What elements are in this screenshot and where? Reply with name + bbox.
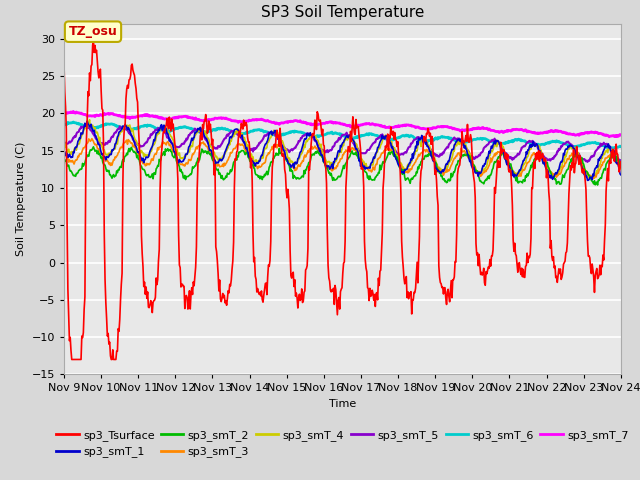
sp3_smT_1 xyxy=(185,144,193,150)
sp3_smT_6 xyxy=(428,137,435,143)
sp3_smT_5 xyxy=(617,157,625,163)
sp3_smT_5 xyxy=(128,134,136,140)
sp3_smT_2 xyxy=(90,144,97,150)
sp3_smT_2 xyxy=(128,147,136,153)
sp3_smT_7 xyxy=(214,115,222,121)
sp3_smT_5 xyxy=(70,135,78,141)
sp3_smT_6 xyxy=(70,119,77,125)
Line: sp3_smT_6: sp3_smT_6 xyxy=(64,122,621,148)
sp3_smT_4 xyxy=(428,149,435,155)
Title: SP3 Soil Temperature: SP3 Soil Temperature xyxy=(260,5,424,20)
sp3_smT_4 xyxy=(617,165,625,170)
sp3_smT_1 xyxy=(128,134,136,140)
sp3_smT_5 xyxy=(584,159,591,165)
sp3_Tsurface xyxy=(428,133,436,139)
sp3_smT_7 xyxy=(185,115,193,120)
sp3_smT_5 xyxy=(214,143,222,149)
sp3_smT_3 xyxy=(185,156,193,162)
sp3_Tsurface xyxy=(68,357,76,362)
sp3_smT_6 xyxy=(128,126,136,132)
sp3_smT_7 xyxy=(605,134,613,140)
Line: sp3_smT_1: sp3_smT_1 xyxy=(64,121,621,180)
Y-axis label: Soil Temperature (C): Soil Temperature (C) xyxy=(16,142,26,256)
sp3_smT_6 xyxy=(214,126,222,132)
sp3_smT_7 xyxy=(411,124,419,130)
Line: sp3_smT_2: sp3_smT_2 xyxy=(64,147,621,185)
sp3_Tsurface xyxy=(60,62,68,68)
sp3_smT_3 xyxy=(128,140,136,146)
sp3_smT_4 xyxy=(185,146,193,152)
sp3_smT_2 xyxy=(185,173,193,179)
sp3_smT_1 xyxy=(60,149,68,155)
sp3_smT_7 xyxy=(428,126,435,132)
sp3_smT_5 xyxy=(428,147,435,153)
sp3_smT_3 xyxy=(88,136,96,142)
Line: sp3_smT_5: sp3_smT_5 xyxy=(64,125,621,162)
sp3_Tsurface xyxy=(90,38,97,44)
sp3_smT_1 xyxy=(428,153,435,159)
sp3_smT_2 xyxy=(428,149,435,155)
sp3_smT_2 xyxy=(214,166,222,172)
sp3_smT_4 xyxy=(549,176,557,182)
sp3_smT_4 xyxy=(86,117,93,122)
sp3_smT_1 xyxy=(617,172,625,178)
sp3_smT_3 xyxy=(70,161,78,167)
sp3_smT_1 xyxy=(584,178,591,183)
sp3_smT_6 xyxy=(185,125,193,131)
sp3_smT_2 xyxy=(594,182,602,188)
sp3_smT_7 xyxy=(617,132,625,138)
sp3_smT_4 xyxy=(60,136,68,142)
sp3_smT_1 xyxy=(411,148,419,154)
Line: sp3_smT_3: sp3_smT_3 xyxy=(64,139,621,179)
sp3_smT_3 xyxy=(60,148,68,154)
sp3_Tsurface xyxy=(215,288,223,294)
sp3_smT_5 xyxy=(60,139,68,145)
sp3_smT_6 xyxy=(617,144,625,149)
sp3_smT_1 xyxy=(214,160,222,166)
X-axis label: Time: Time xyxy=(329,399,356,409)
sp3_smT_6 xyxy=(606,145,614,151)
sp3_smT_4 xyxy=(70,147,78,153)
sp3_smT_4 xyxy=(128,126,136,132)
sp3_smT_1 xyxy=(70,150,78,156)
sp3_smT_5 xyxy=(411,137,419,143)
sp3_smT_2 xyxy=(70,173,78,179)
Legend: sp3_Tsurface, sp3_smT_1, sp3_smT_2, sp3_smT_3, sp3_smT_4, sp3_smT_5, sp3_smT_6, : sp3_Tsurface, sp3_smT_1, sp3_smT_2, sp3_… xyxy=(52,425,633,462)
Line: sp3_smT_4: sp3_smT_4 xyxy=(64,120,621,179)
sp3_smT_2 xyxy=(60,158,68,164)
sp3_Tsurface xyxy=(617,159,625,165)
sp3_smT_1 xyxy=(83,118,91,124)
sp3_smT_7 xyxy=(71,110,79,116)
Line: sp3_Tsurface: sp3_Tsurface xyxy=(64,41,621,360)
sp3_smT_4 xyxy=(214,157,222,163)
Line: sp3_smT_7: sp3_smT_7 xyxy=(64,111,621,137)
sp3_Tsurface xyxy=(412,285,419,291)
sp3_smT_2 xyxy=(617,164,625,170)
sp3_smT_5 xyxy=(82,122,90,128)
sp3_Tsurface xyxy=(71,357,79,362)
sp3_smT_4 xyxy=(411,152,419,157)
sp3_Tsurface xyxy=(129,67,137,73)
sp3_smT_2 xyxy=(411,173,419,179)
sp3_smT_3 xyxy=(428,151,435,156)
sp3_smT_3 xyxy=(617,166,625,172)
sp3_smT_3 xyxy=(214,162,222,168)
sp3_smT_3 xyxy=(411,160,419,166)
sp3_smT_7 xyxy=(60,111,68,117)
Text: TZ_osu: TZ_osu xyxy=(68,25,117,38)
sp3_smT_3 xyxy=(589,176,596,181)
sp3_smT_6 xyxy=(411,135,419,141)
sp3_smT_7 xyxy=(128,114,136,120)
sp3_Tsurface xyxy=(186,288,193,294)
sp3_smT_7 xyxy=(70,108,77,114)
sp3_smT_5 xyxy=(185,132,193,138)
sp3_smT_6 xyxy=(71,120,79,126)
sp3_smT_6 xyxy=(60,122,68,128)
